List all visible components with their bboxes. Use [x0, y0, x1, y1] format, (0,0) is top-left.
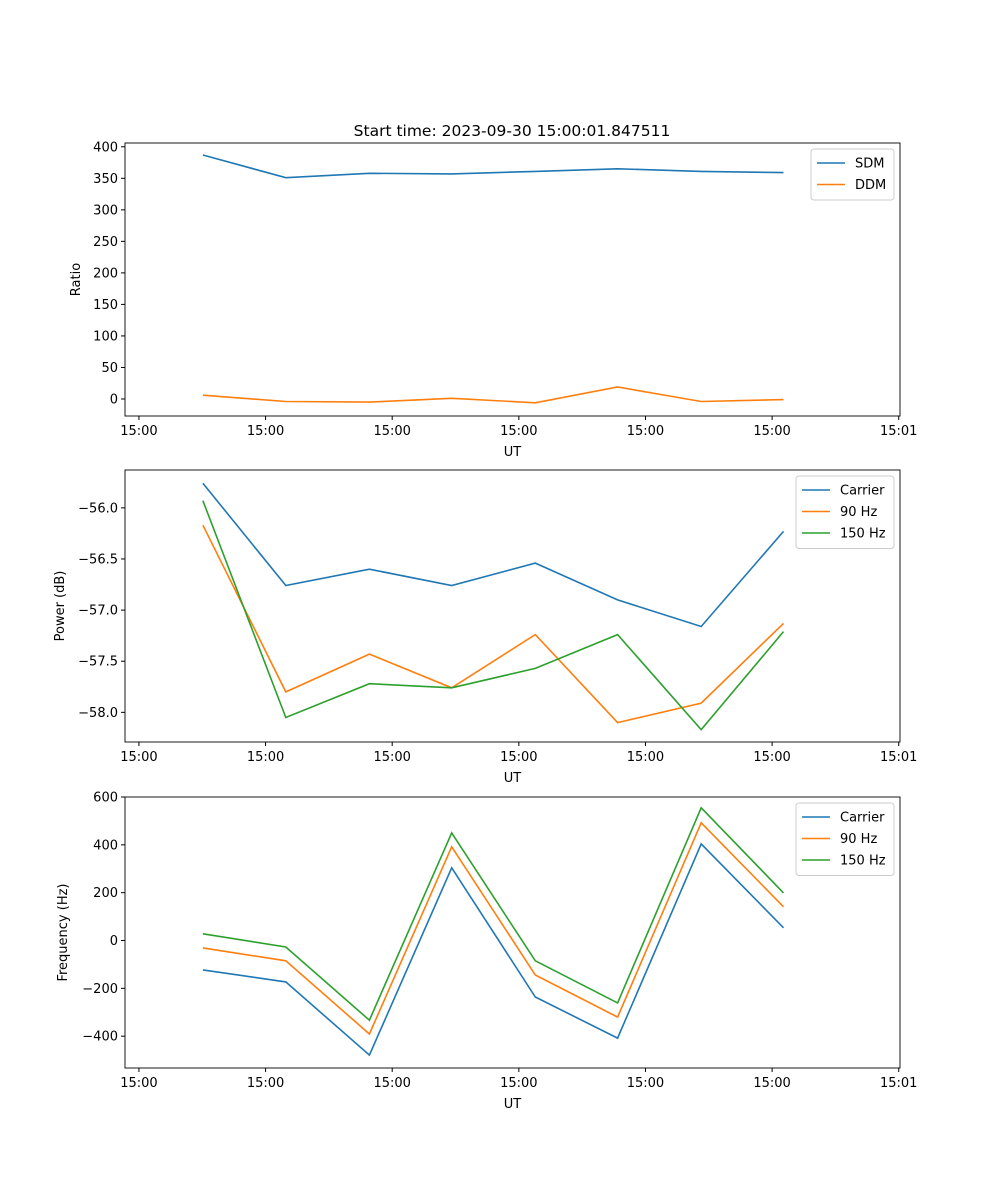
y-tick-label: −400 — [82, 1030, 118, 1045]
legend-label: SDM — [855, 157, 884, 172]
legend-label: 90 Hz — [840, 832, 877, 847]
y-tick-label: 100 — [93, 329, 118, 344]
x-tick-label: 15:01 — [880, 750, 917, 765]
series-line-150-hz — [202, 500, 785, 731]
x-axis-label: UT — [504, 1097, 522, 1112]
y-tick-label: 400 — [93, 838, 118, 853]
y-tick-label: 50 — [101, 361, 118, 376]
x-tick-label: 15:01 — [880, 1076, 917, 1091]
x-tick-label: 15:01 — [880, 424, 917, 439]
series-line-sdm — [202, 154, 784, 179]
axes-frame — [124, 142, 901, 417]
axes-frame — [124, 469, 901, 743]
y-tick-label: −200 — [82, 982, 118, 997]
legend-box — [795, 802, 895, 876]
x-tick-label: 15:00 — [247, 1076, 284, 1091]
y-tick-label: 350 — [93, 172, 118, 187]
x-axis-label: UT — [504, 771, 522, 786]
y-tick-label: 200 — [93, 266, 118, 281]
x-tick-label: 15:00 — [627, 424, 664, 439]
y-axis-label: Frequency (Hz) — [56, 883, 71, 981]
x-tick-label: 15:00 — [247, 750, 284, 765]
x-tick-label: 15:00 — [373, 1076, 410, 1091]
y-tick-label: 0 — [110, 934, 118, 949]
x-tick-label: 15:00 — [753, 424, 790, 439]
series-line-carrier — [202, 482, 785, 628]
x-tick-label: 15:00 — [627, 750, 664, 765]
x-tick-label: 15:00 — [373, 424, 410, 439]
series-line-ddm — [202, 386, 784, 404]
x-tick-label: 15:00 — [120, 424, 157, 439]
series-line-150-hz — [202, 806, 785, 1022]
y-tick-label: −58.0 — [78, 706, 118, 721]
y-tick-label: 0 — [110, 392, 118, 407]
y-axis-label: Ratio — [69, 263, 84, 296]
legend-label: 150 Hz — [840, 527, 886, 542]
y-axis-label: Power (dB) — [53, 571, 68, 642]
legend-box — [795, 475, 895, 549]
y-tick-label: −56.0 — [78, 501, 118, 516]
x-tick-label: 15:00 — [120, 750, 157, 765]
figure-title: Start time: 2023-09-30 15:00:01.847511 — [354, 122, 671, 140]
x-tick-label: 15:00 — [247, 424, 284, 439]
y-tick-label: 400 — [93, 140, 118, 155]
legend-label: 90 Hz — [840, 505, 877, 520]
legend: Carrier 90 Hz 150 Hz — [795, 802, 895, 876]
y-tick-label: 200 — [93, 886, 118, 901]
x-tick-label: 15:00 — [627, 1076, 664, 1091]
x-tick-label: 15:00 — [753, 750, 790, 765]
y-tick-label: −57.0 — [78, 604, 118, 619]
legend: Carrier 90 Hz 150 Hz — [795, 475, 895, 549]
legend-label: Carrier — [840, 484, 885, 499]
series-line-90-hz — [202, 821, 785, 1036]
legend: SDM DDM — [810, 148, 895, 201]
x-tick-label: 15:00 — [500, 1076, 537, 1091]
x-tick-label: 15:00 — [753, 1076, 790, 1091]
y-tick-label: 150 — [93, 298, 118, 313]
y-tick-label: 600 — [93, 791, 118, 806]
series-line-carrier — [202, 842, 785, 1057]
y-tick-label: −57.5 — [78, 655, 118, 670]
series-line-90-hz — [202, 524, 785, 724]
y-tick-label: −56.5 — [78, 552, 118, 567]
legend-label: 150 Hz — [840, 854, 886, 869]
x-tick-label: 15:00 — [500, 424, 537, 439]
legend-label: Carrier — [840, 811, 885, 826]
x-tick-label: 15:00 — [500, 750, 537, 765]
x-tick-label: 15:00 — [120, 1076, 157, 1091]
x-axis-label: UT — [504, 445, 522, 460]
y-tick-label: 250 — [93, 235, 118, 250]
legend-box — [810, 148, 895, 201]
subplot-3: 15:00 15:00 15:00 15:00 15:00 15:00 15:01 600 40… — [56, 791, 917, 1113]
legend-label: DDM — [855, 178, 886, 193]
axes-frame — [124, 796, 901, 1069]
subplot-1: 15:00 15:00 15:00 15:00 15:00 15:00 15:01 0 50 10… — [69, 140, 917, 460]
x-tick-label: 15:00 — [373, 750, 410, 765]
subplot-2: 15:00 15:00 15:00 15:00 15:00 15:00 15:01 −56.0… — [53, 469, 917, 786]
y-tick-label: 300 — [93, 203, 118, 218]
